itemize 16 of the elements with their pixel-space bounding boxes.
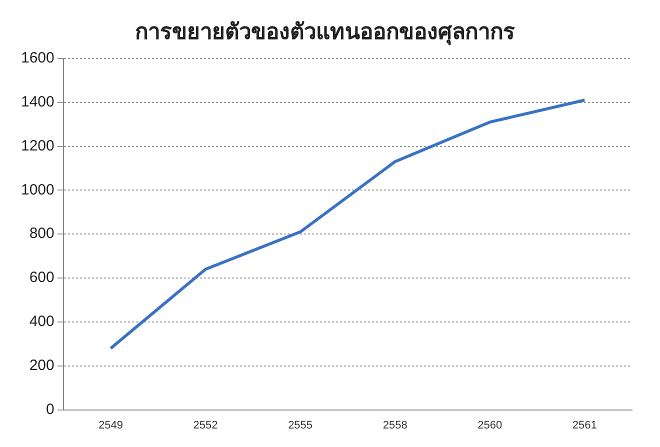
y-tick-label: 0 [46,400,54,418]
y-tick-label: 600 [29,269,54,286]
x-tick-label: 2560 [478,419,502,432]
y-tick-label: 200 [29,357,54,374]
y-tick-label: 1200 [20,137,54,154]
y-tick-label: 800 [29,225,54,242]
x-tick-label: 2555 [288,419,313,432]
x-tick-label: 2558 [382,419,408,432]
x-tick-label: 2552 [193,419,218,432]
x-tick-label: 2561 [572,419,597,432]
x-tick-label: 2549 [98,419,123,432]
y-tick-label: 1400 [20,93,54,110]
chart-title: การขยายตัวของตัวแทนออกของศุลกากร [135,20,515,46]
y-tick-label: 1600 [20,50,54,67]
y-tick-label: 1000 [20,181,54,198]
y-tick-label: 400 [29,313,54,330]
